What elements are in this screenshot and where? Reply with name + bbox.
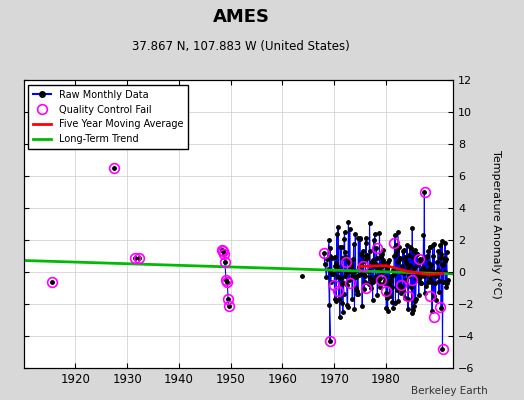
Text: AMES: AMES (213, 8, 269, 26)
Y-axis label: Temperature Anomaly (°C): Temperature Anomaly (°C) (492, 150, 501, 298)
Legend: Raw Monthly Data, Quality Control Fail, Five Year Moving Average, Long-Term Tren: Raw Monthly Data, Quality Control Fail, … (28, 85, 188, 149)
Text: 37.867 N, 107.883 W (United States): 37.867 N, 107.883 W (United States) (132, 40, 350, 53)
Text: Berkeley Earth: Berkeley Earth (411, 386, 487, 396)
